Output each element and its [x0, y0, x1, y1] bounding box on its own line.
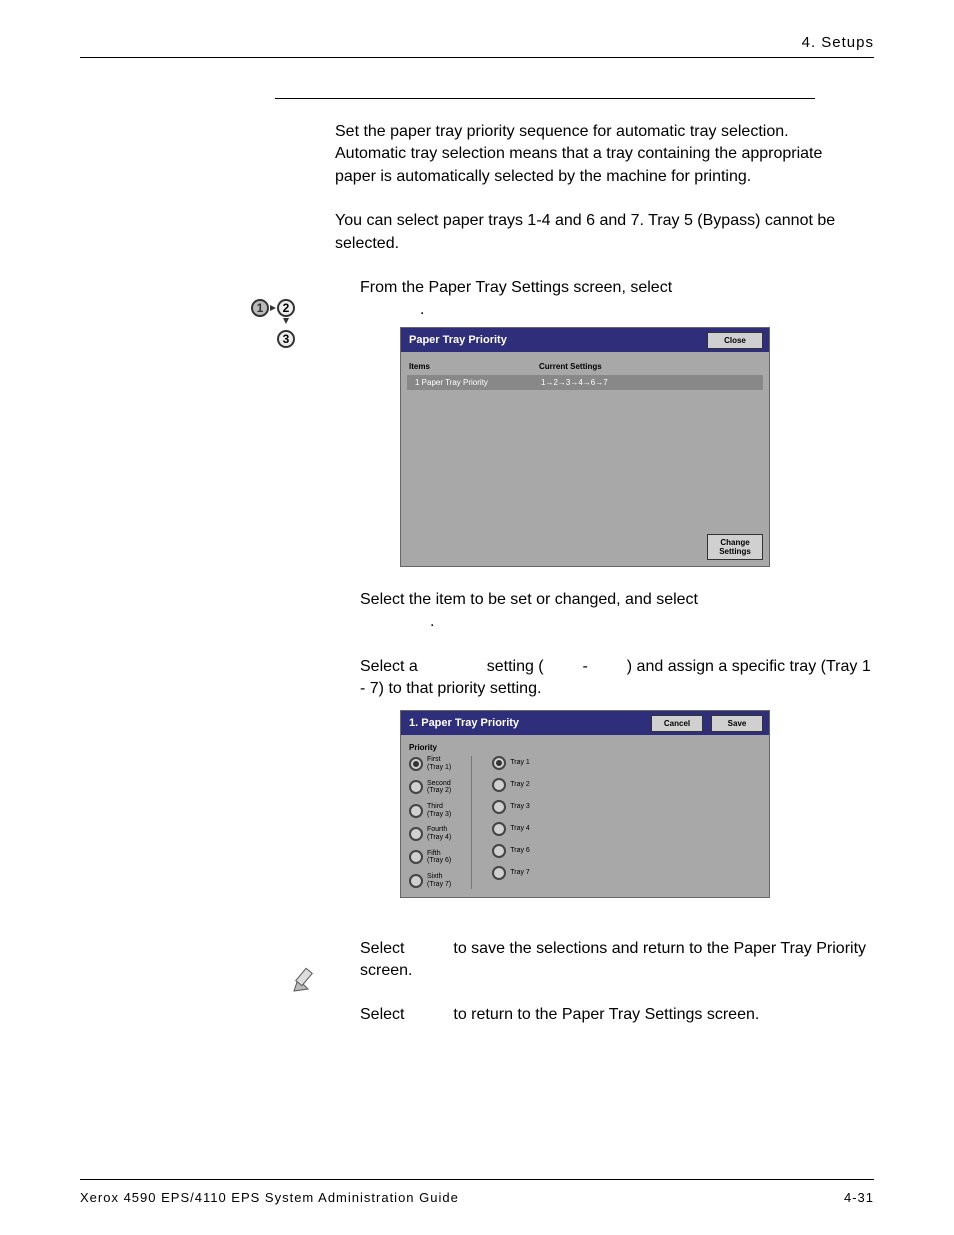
- closing-p2b: to return to the Paper Tray Settings scr…: [453, 1006, 759, 1023]
- radio-icon: [409, 850, 423, 864]
- radio-label: Sixth(Tray 7): [427, 873, 451, 888]
- steps-icon: 1 2 3: [250, 298, 306, 354]
- radio-label: Fourth(Tray 4): [427, 826, 451, 841]
- radio-option[interactable]: Tray 7: [492, 866, 530, 880]
- between-p2c: -: [583, 658, 593, 675]
- radio-icon: [492, 866, 506, 880]
- note-pencil-icon: [290, 965, 320, 995]
- cancel-button[interactable]: Cancel: [651, 715, 703, 732]
- intro-p2: You can select paper trays 1-4 and 6 and…: [335, 210, 850, 255]
- step1-lead-text: From the Paper Tray Settings screen, sel…: [360, 279, 672, 296]
- step1-lead: From the Paper Tray Settings screen, sel…: [360, 277, 875, 299]
- radio-option[interactable]: Tray 1: [492, 756, 530, 770]
- save-button[interactable]: Save: [711, 715, 763, 732]
- between-p1: Select the item to be set or changed, an…: [360, 589, 875, 611]
- radio-label: Tray 4: [510, 825, 530, 833]
- priority-column: First(Tray 1) Second(Tray 2) Third(Tray 3)…: [409, 756, 451, 888]
- radio-icon: [409, 827, 423, 841]
- svg-text:1: 1: [257, 301, 264, 315]
- radio-option[interactable]: Fourth(Tray 4): [409, 826, 451, 841]
- between-p2: Select a setting ( - ) and assign a spec…: [360, 656, 875, 701]
- radio-icon: [409, 780, 423, 794]
- step1-tail: .: [420, 299, 935, 321]
- closing-p2: Select to return to the Paper Tray Setti…: [360, 1004, 875, 1026]
- svg-text:2: 2: [283, 301, 290, 315]
- radio-label: Tray 2: [510, 781, 530, 789]
- priority-label: Priority: [409, 743, 761, 752]
- closing-p2a: Select: [360, 1006, 409, 1023]
- radio-option[interactable]: Tray 4: [492, 822, 530, 836]
- footer-left: Xerox 4590 EPS/4110 EPS System Administr…: [80, 1190, 459, 1205]
- radio-icon: [492, 756, 506, 770]
- dialog-priority-detail: 1. Paper Tray Priority Cancel Save Prior…: [400, 710, 770, 897]
- between-p2a: Select a: [360, 658, 422, 675]
- between-p2d: ) and assign a specific tray (Tray 1 - 7…: [360, 658, 871, 697]
- radio-icon: [492, 822, 506, 836]
- divider: [471, 756, 472, 888]
- radio-label: Tray 1: [510, 759, 530, 767]
- radio-icon: [492, 800, 506, 814]
- change-settings-button[interactable]: Change Settings: [707, 534, 763, 560]
- radio-icon: [409, 804, 423, 818]
- close-button[interactable]: Close: [707, 332, 763, 349]
- closing-p1: Select to save the selections and return…: [360, 938, 875, 983]
- radio-label: Third(Tray 3): [427, 803, 451, 818]
- radio-icon: [409, 757, 423, 771]
- between-p1b: .: [430, 611, 945, 633]
- radio-icon: [492, 778, 506, 792]
- tray-column: Tray 1 Tray 2 Tray 3 Tray 4 Tray 6 Tray 7: [492, 756, 530, 888]
- dialog1-body: [401, 390, 769, 540]
- radio-option[interactable]: Sixth(Tray 7): [409, 873, 451, 888]
- row-value: 1→2→3→4→6→7: [541, 378, 608, 387]
- radio-label: Tray 6: [510, 847, 530, 855]
- dialog1-row[interactable]: 1 Paper Tray Priority 1→2→3→4→6→7: [407, 375, 763, 390]
- between-p1a: Select the item to be set or changed, an…: [360, 591, 698, 608]
- dialog-paper-tray-priority: Paper Tray Priority Close Items Current …: [400, 327, 770, 567]
- section-rule: [275, 98, 815, 99]
- radio-option[interactable]: Tray 3: [492, 800, 530, 814]
- header-rule: 4. Setups: [80, 30, 874, 58]
- col-items: Items: [409, 362, 539, 371]
- radio-option[interactable]: Second(Tray 2): [409, 780, 451, 795]
- radio-icon: [409, 874, 423, 888]
- radio-option[interactable]: Tray 6: [492, 844, 530, 858]
- radio-label: Tray 3: [510, 803, 530, 811]
- closing-p1a: Select: [360, 940, 409, 957]
- footer: Xerox 4590 EPS/4110 EPS System Administr…: [80, 1179, 874, 1205]
- closing-p1b: to save the selections and return to the…: [360, 940, 866, 979]
- header-section: 4. Setups: [802, 34, 874, 51]
- intro-p1: Set the paper tray priority sequence for…: [335, 121, 850, 188]
- radio-option[interactable]: Third(Tray 3): [409, 803, 451, 818]
- between-p2b: setting (: [487, 658, 544, 675]
- radio-option[interactable]: First(Tray 1): [409, 756, 451, 771]
- dialog1-headers: Items Current Settings: [401, 352, 769, 375]
- radio-option[interactable]: Tray 2: [492, 778, 530, 792]
- row-item: 1 Paper Tray Priority: [415, 378, 541, 387]
- radio-label: First(Tray 1): [427, 756, 451, 771]
- radio-option[interactable]: Fifth(Tray 6): [409, 850, 451, 865]
- radio-label: Fifth(Tray 6): [427, 850, 451, 865]
- svg-text:3: 3: [283, 332, 290, 346]
- col-current-settings: Current Settings: [539, 362, 669, 371]
- radio-icon: [492, 844, 506, 858]
- radio-label: Second(Tray 2): [427, 780, 451, 795]
- radio-label: Tray 7: [510, 869, 530, 877]
- footer-right: 4-31: [844, 1190, 874, 1205]
